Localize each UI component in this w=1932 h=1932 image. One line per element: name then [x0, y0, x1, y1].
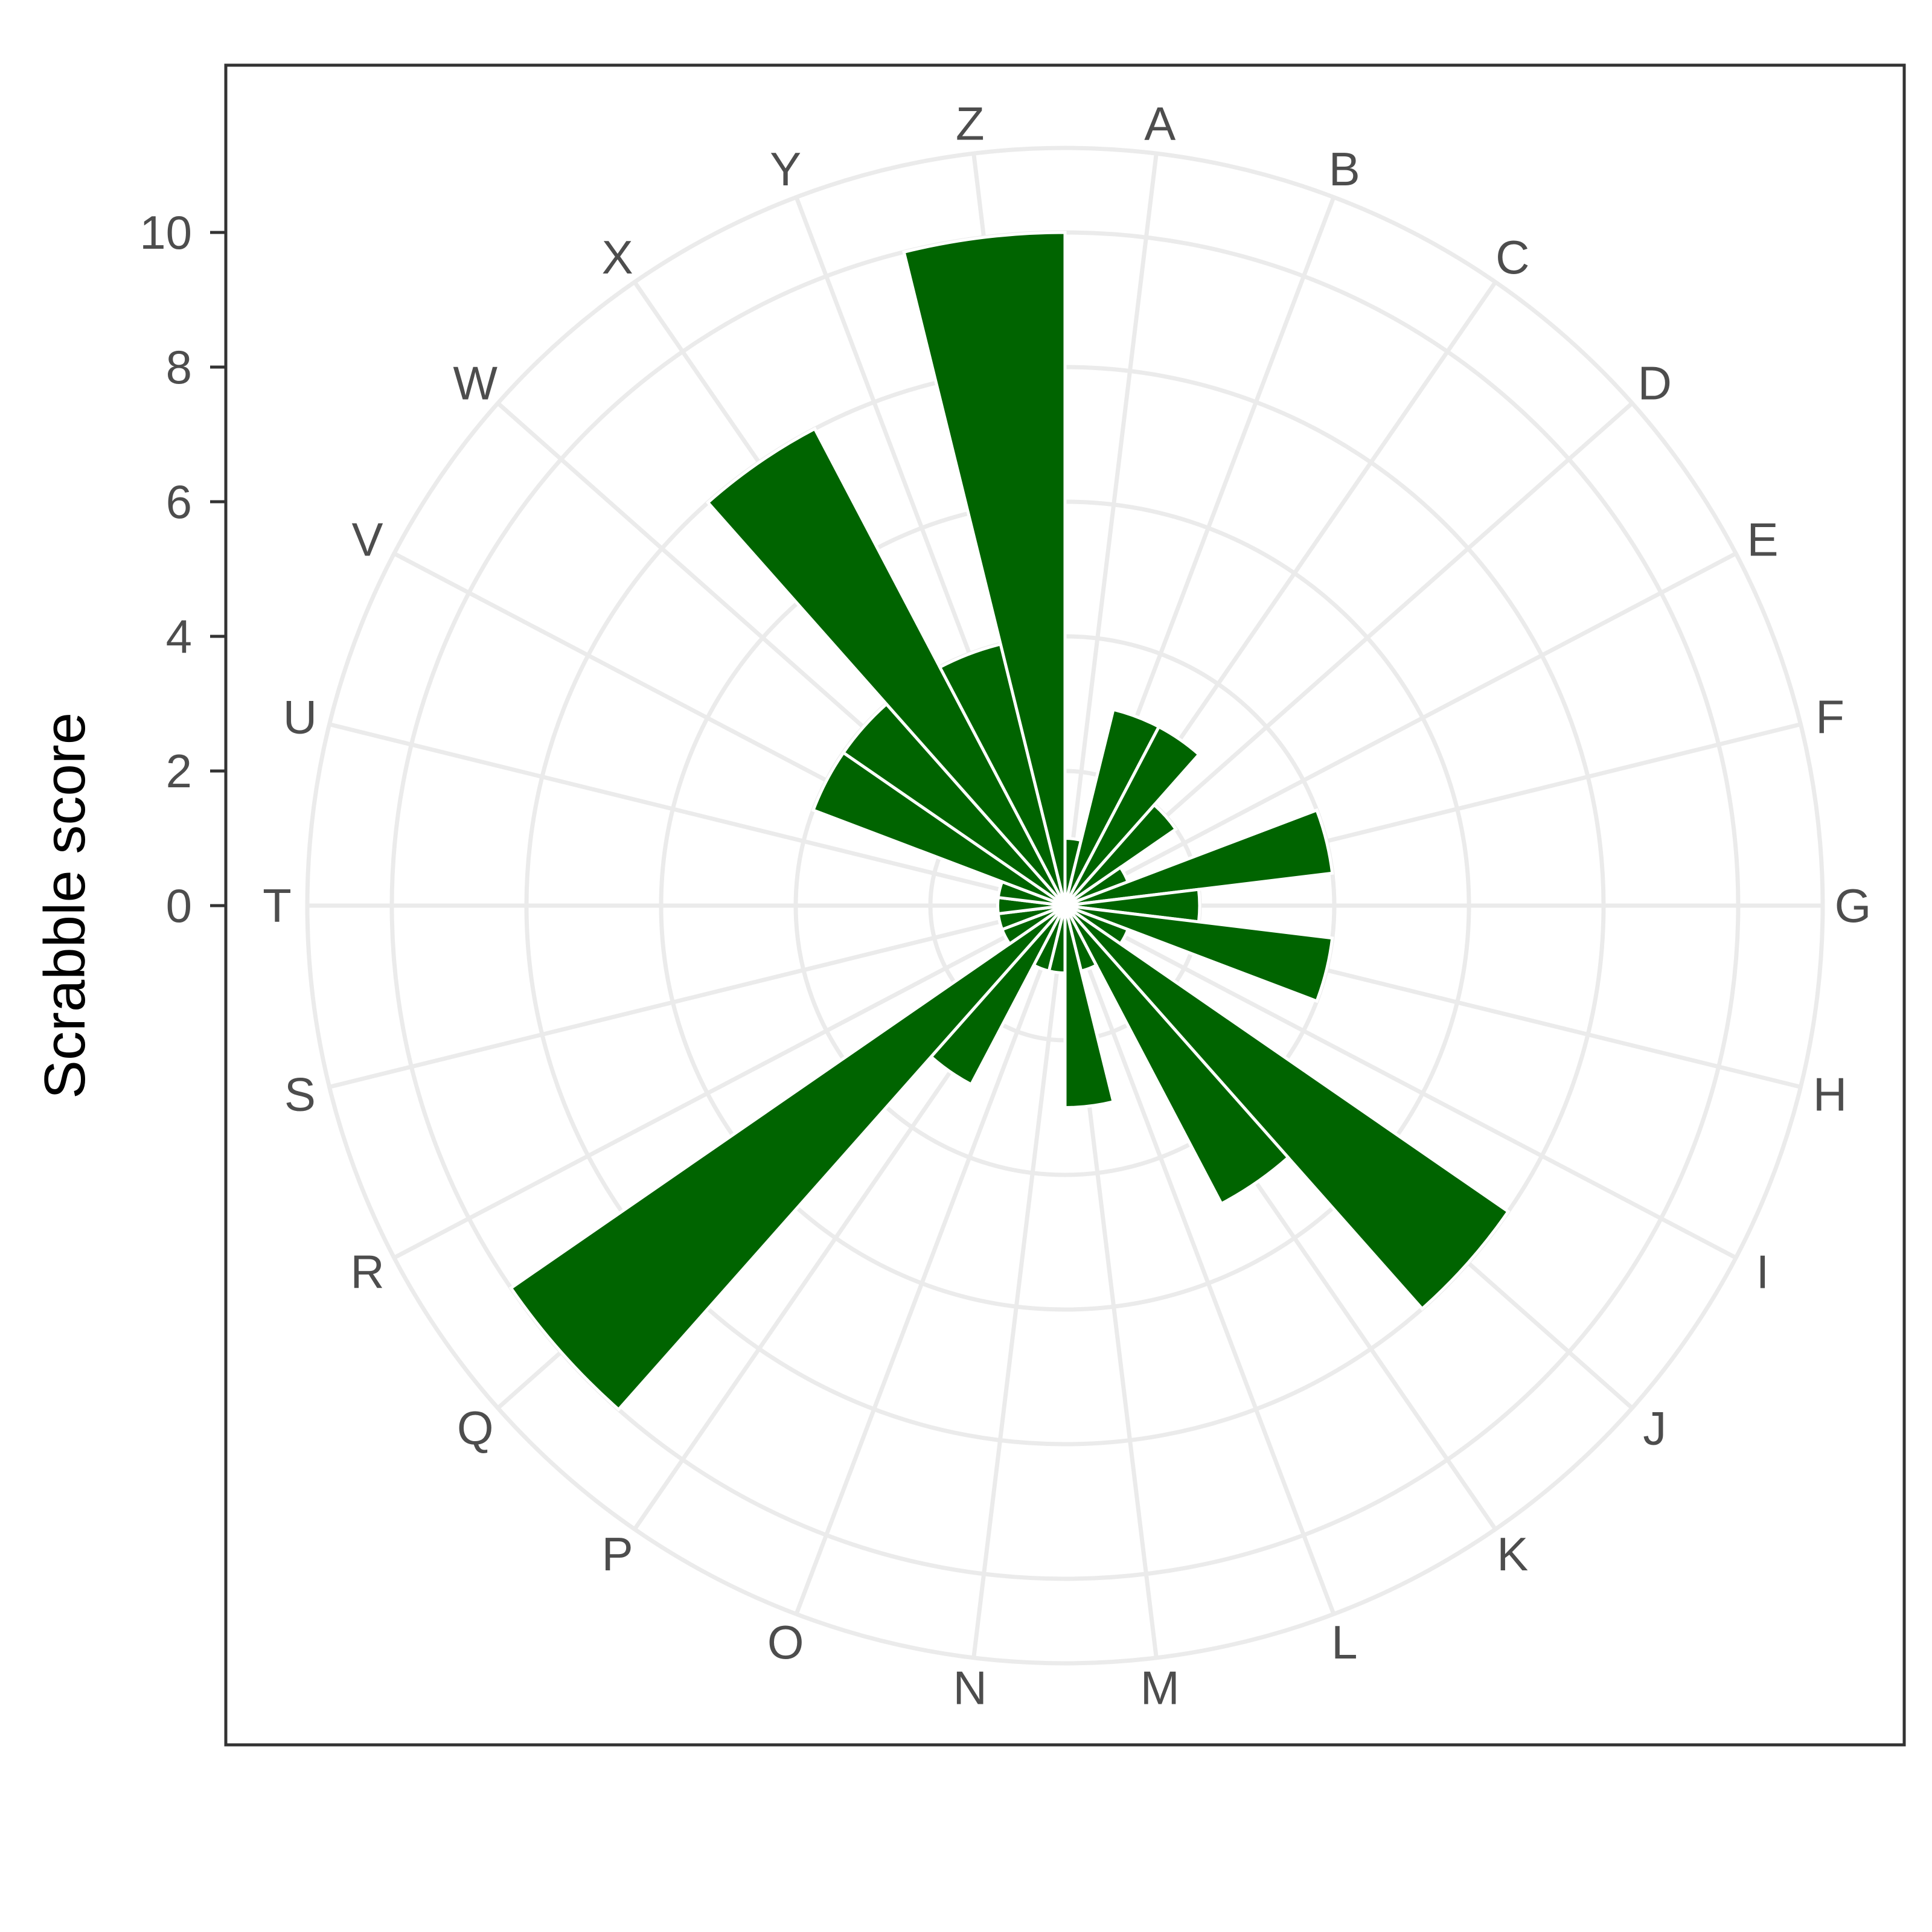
category-label-j: J	[1643, 1401, 1666, 1454]
category-label-a: A	[1144, 97, 1176, 150]
category-label-l: L	[1331, 1616, 1357, 1669]
y-tick-label: 0	[166, 879, 192, 932]
bar-h	[1064, 904, 1334, 1003]
bar-c	[1063, 724, 1201, 907]
bar-z	[902, 231, 1067, 906]
y-axis-title: Scrabble score	[33, 712, 97, 1099]
category-label-d: D	[1638, 357, 1672, 410]
y-tick-label: 8	[166, 341, 192, 394]
category-label-w: W	[453, 357, 497, 410]
bar-k	[1063, 904, 1291, 1206]
category-label-s: S	[284, 1067, 316, 1121]
grid-spoke	[1064, 551, 1737, 908]
grid-spoke	[1063, 153, 1159, 906]
bar-m	[1063, 905, 1116, 1110]
y-tick-label: 10	[139, 206, 192, 259]
category-label-z: Z	[956, 97, 985, 150]
category-label-q: Q	[457, 1401, 494, 1454]
grid-spoke	[1064, 903, 1737, 1260]
category-label-o: O	[767, 1616, 804, 1669]
y-axis: 0 2 4 6 8 10	[139, 206, 226, 932]
y-tick-label: 4	[166, 610, 192, 663]
category-label-i: I	[1756, 1246, 1770, 1299]
category-label-b: B	[1329, 142, 1360, 196]
grid-spoke	[1063, 904, 1336, 1615]
y-tick-label: 6	[166, 475, 192, 528]
grid-spoke	[328, 722, 1066, 908]
category-label-t: T	[263, 879, 292, 932]
bar-d	[1064, 802, 1179, 907]
category-label-v: V	[351, 513, 383, 566]
category-label-m: M	[1140, 1662, 1180, 1715]
category-label-u: U	[283, 691, 317, 744]
bar-x	[705, 426, 1067, 907]
bar-f	[1064, 808, 1334, 907]
category-label-y: Y	[770, 142, 801, 196]
category-labels: A B C D E F G H I J K L M N O P Q R S T U V W X Y Z	[263, 97, 1871, 1715]
category-label-c: C	[1495, 231, 1529, 284]
y-tick-label: 2	[166, 744, 192, 798]
category-label-x: X	[602, 231, 633, 284]
bar-q	[508, 904, 1066, 1412]
category-label-g: G	[1835, 879, 1872, 932]
grid-spoke	[971, 905, 1067, 1659]
category-label-e: E	[1747, 513, 1778, 566]
category-label-p: P	[602, 1527, 633, 1581]
category-label-f: F	[1815, 691, 1844, 744]
category-label-h: H	[1813, 1067, 1847, 1121]
grid-spoke	[794, 904, 1067, 1615]
category-label-k: K	[1497, 1527, 1528, 1581]
category-label-n: N	[953, 1662, 987, 1715]
grid-spoke	[328, 903, 1066, 1089]
grid-spoke	[393, 903, 1066, 1260]
category-label-r: R	[350, 1246, 384, 1299]
bar-j	[1064, 904, 1511, 1311]
bar-layer	[508, 231, 1511, 1412]
